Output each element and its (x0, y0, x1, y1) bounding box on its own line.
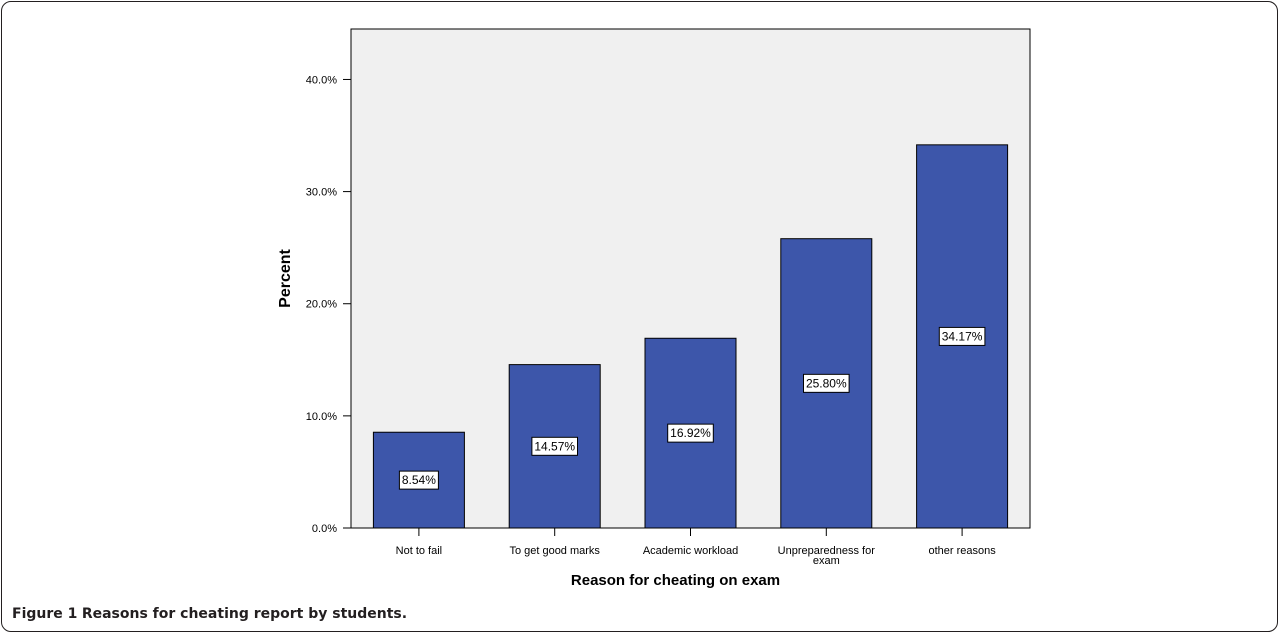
x-tick-label: Not to fail (396, 545, 442, 557)
data-label-box (803, 373, 850, 393)
data-label: 34.17% (942, 329, 983, 343)
data-label: 8.54% (402, 473, 436, 487)
x-axis-label: Reason for cheating on exam (571, 572, 780, 589)
caption-label: Figure 1 (12, 606, 78, 622)
caption-text: Reasons for cheating report by students. (81, 606, 408, 622)
data-label-box (667, 423, 714, 443)
data-label-box (398, 470, 439, 490)
y-tick-label: 20.0% (306, 299, 337, 311)
data-label: 25.80% (806, 376, 847, 390)
y-tick-label: 40.0% (306, 74, 337, 86)
data-label-box (938, 326, 986, 346)
figure-caption: Figure 1 Reasons for cheating report by … (12, 606, 407, 622)
x-tick-label: Unpreparedness for exam (778, 545, 876, 567)
data-label: 16.92% (670, 426, 711, 440)
y-tick-label: 30.0% (306, 187, 337, 199)
bar-chart: 0.0% 10.0% 20.0% 30.0% 40.0% 8.54% 14.57% 16.9… (277, 28, 1031, 589)
x-tick-label: Academic workload (643, 545, 738, 557)
x-tick-label: other reasons (928, 545, 996, 557)
y-tick-label: 10.0% (306, 411, 337, 423)
x-tick-label: To get good marks (509, 545, 600, 557)
y-axis-label: Percent (277, 248, 294, 307)
data-label-box (531, 436, 579, 456)
data-label: 14.57% (534, 439, 575, 453)
y-tick-label: 0.0% (312, 523, 337, 535)
